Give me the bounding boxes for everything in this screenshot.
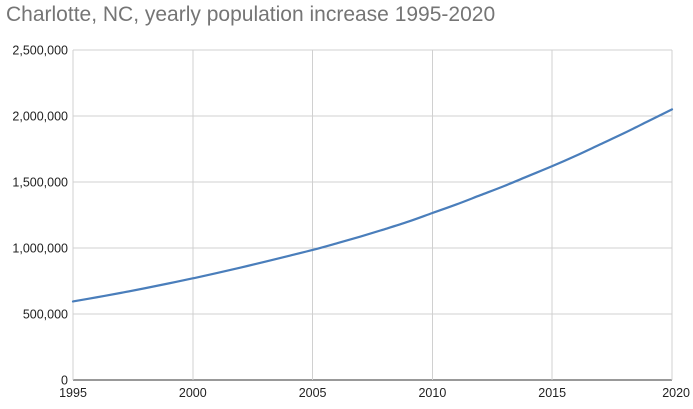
chart-title: Charlotte, NC, yearly population increas… [6,3,496,26]
y-tick-label: 2,500,000 [12,44,68,58]
y-tick-label: 1,500,000 [12,176,68,190]
x-tick-label: 2010 [418,386,446,400]
x-tick-label: 2005 [299,386,327,400]
y-tick-label: 1,000,000 [12,242,68,256]
y-tick-label: 500,000 [23,308,68,322]
x-tick-label: 2000 [179,386,207,400]
y-tick-label: 0 [61,374,68,388]
x-tick-label: 2020 [662,386,690,400]
y-tick-label: 2,000,000 [12,110,68,124]
series-line [71,108,674,303]
x-tick-label: 1995 [59,386,87,400]
x-tick-label: 2015 [538,386,566,400]
